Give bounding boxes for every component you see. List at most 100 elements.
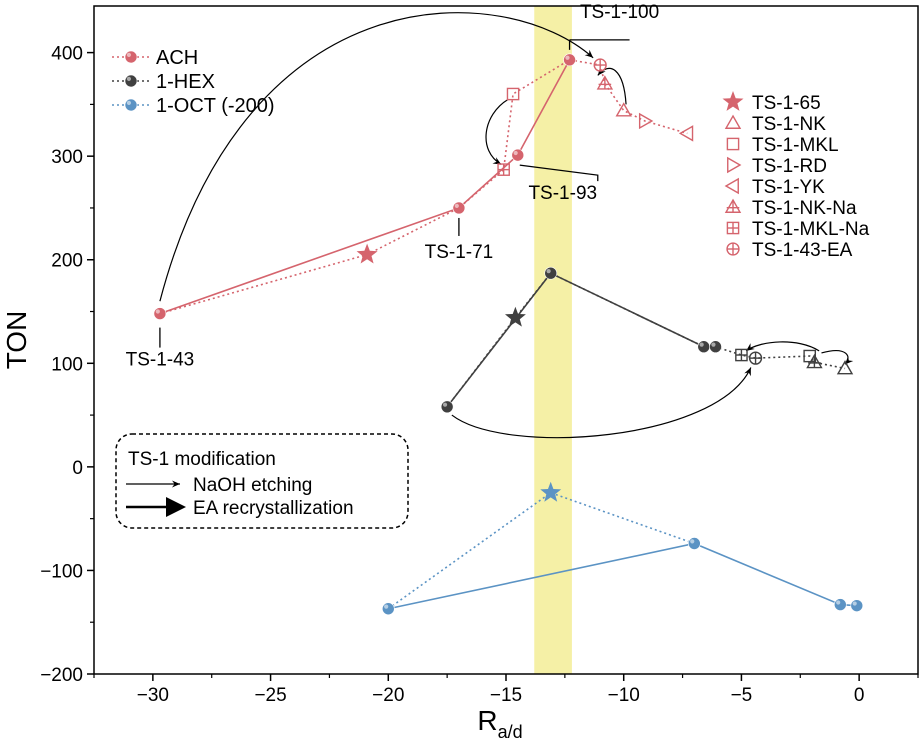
legend-marker-label: TS-1-MKL <box>752 135 839 156</box>
annotation-label: TS-1-93 <box>528 183 597 204</box>
modification-box-border <box>115 433 409 529</box>
data-points <box>153 53 864 616</box>
modification-arrows <box>159 12 854 439</box>
sphere-point-highlight <box>546 269 551 274</box>
legend-square-icon <box>726 137 740 151</box>
modification-arrow <box>597 66 627 105</box>
legend-sphere <box>124 50 138 64</box>
legend-star-icon <box>722 91 744 111</box>
legend-sphere-highlight <box>126 52 131 58</box>
x-tick-label: −20 <box>372 685 404 706</box>
y-tick-label: 200 <box>51 251 83 272</box>
sphere-point-highlight <box>442 402 448 407</box>
x-tick-label: −30 <box>137 685 169 706</box>
marker-legend: TS-1-65TS-1-NKTS-1-MKLTS-1-RDTS-1-YKTS-1… <box>722 91 870 261</box>
modification-arrow <box>745 341 820 352</box>
highlight-band <box>534 6 572 674</box>
series-dotted-line <box>446 272 846 408</box>
sphere-point <box>440 400 454 414</box>
star-point <box>540 481 562 502</box>
sphere-point-highlight <box>836 600 841 605</box>
legend-series-label: ACH <box>156 47 198 69</box>
series-solid-line <box>159 59 571 315</box>
series-dotted-line <box>159 59 688 315</box>
open-point <box>506 87 520 101</box>
legend-marker-label: TS-1-MKL-Na <box>752 219 870 240</box>
sphere-point <box>381 602 395 616</box>
legend-marker-label: TS-1-65 <box>752 93 821 114</box>
star-point <box>505 306 526 327</box>
sphere-point <box>153 307 167 320</box>
sphere-point <box>452 201 466 215</box>
open-point <box>678 125 694 142</box>
point-annotations: TS-1-43 TS-1-71 TS-1-93 TS-1-100 <box>126 2 660 371</box>
legend-sphere <box>124 98 138 112</box>
x-tick-label: 0 <box>854 685 865 706</box>
modification-arrow <box>485 98 509 165</box>
sphere-point <box>834 598 847 611</box>
sphere-point <box>850 599 864 612</box>
sphere-point <box>563 53 576 67</box>
x-tick-label: −10 <box>608 685 640 706</box>
series-solid-line <box>388 542 857 610</box>
sphere-point-highlight <box>384 604 389 609</box>
legend-series-label: 1-HEX <box>156 71 215 93</box>
sphere-point-highlight <box>711 342 716 347</box>
x-axis-subscript: a/d <box>498 722 523 742</box>
x-axis-title: Ra/d <box>477 705 522 742</box>
legend-series-label: 1-OCT (-200) <box>156 95 275 117</box>
x-tick-label: −25 <box>254 685 286 706</box>
modification-arrow <box>451 367 752 439</box>
legend-marker-label: TS-1-NK-Na <box>752 198 857 219</box>
modification-item-label: EA recrystallization <box>193 498 354 519</box>
legend-marker-label: TS-1-NK <box>752 114 826 135</box>
annotation-label: TS-1-71 <box>425 242 494 263</box>
sphere-point <box>709 340 722 354</box>
legend-marker-label: TS-1-RD <box>752 156 827 177</box>
y-tick-label: 0 <box>72 458 83 479</box>
legend-sphere-highlight <box>126 100 131 105</box>
series-dotted-line <box>387 491 695 610</box>
open-point <box>638 112 654 130</box>
y-tick-label: 100 <box>51 354 83 375</box>
sphere-point <box>688 537 701 550</box>
y-tick-label: 300 <box>51 147 83 168</box>
modification-box-title: TS-1 modification <box>128 449 276 470</box>
annotation-label: TS-1-43 <box>126 350 195 371</box>
modification-arrow <box>821 350 854 365</box>
y-tick-label: −200 <box>40 665 83 686</box>
open-point <box>615 102 632 117</box>
sphere-point <box>511 148 525 162</box>
series-solid-line <box>446 272 716 408</box>
open-point <box>836 360 854 375</box>
modification-arrow <box>159 12 594 302</box>
axes: −30 −25 −20 −15 −10 −5 0 −200 −100 0 100 200 300 400 R… <box>1 5 919 742</box>
series-lines <box>159 59 857 610</box>
legend-triangle-left-icon <box>724 177 739 195</box>
sphere-point-highlight <box>699 342 704 347</box>
sphere-point-highlight <box>852 601 857 606</box>
sphere-point <box>544 266 558 280</box>
legend-triangle-right-icon <box>727 156 742 174</box>
modification-item-label: NaOH etching <box>193 475 312 496</box>
legend-triangle-up-icon <box>724 114 742 129</box>
open-point <box>806 353 823 369</box>
sphere-point-highlight <box>155 309 160 314</box>
filled-arrow-head <box>166 497 186 517</box>
x-tick-label: −15 <box>490 685 522 706</box>
legend-sphere <box>124 74 138 88</box>
y-tick-label: −100 <box>40 561 83 582</box>
annotation-label: TS-1-100 <box>580 2 659 23</box>
star-point <box>356 243 378 264</box>
y-tick-label: 400 <box>51 44 83 65</box>
annotation-leader <box>519 164 599 182</box>
highlight-band-layer <box>534 6 572 674</box>
legend-marker-label: TS-1-YK <box>752 177 825 198</box>
sphere-point-highlight <box>565 55 570 60</box>
legend-marker-label: TS-1-43-EA <box>752 240 853 261</box>
sphere-point <box>697 340 711 354</box>
